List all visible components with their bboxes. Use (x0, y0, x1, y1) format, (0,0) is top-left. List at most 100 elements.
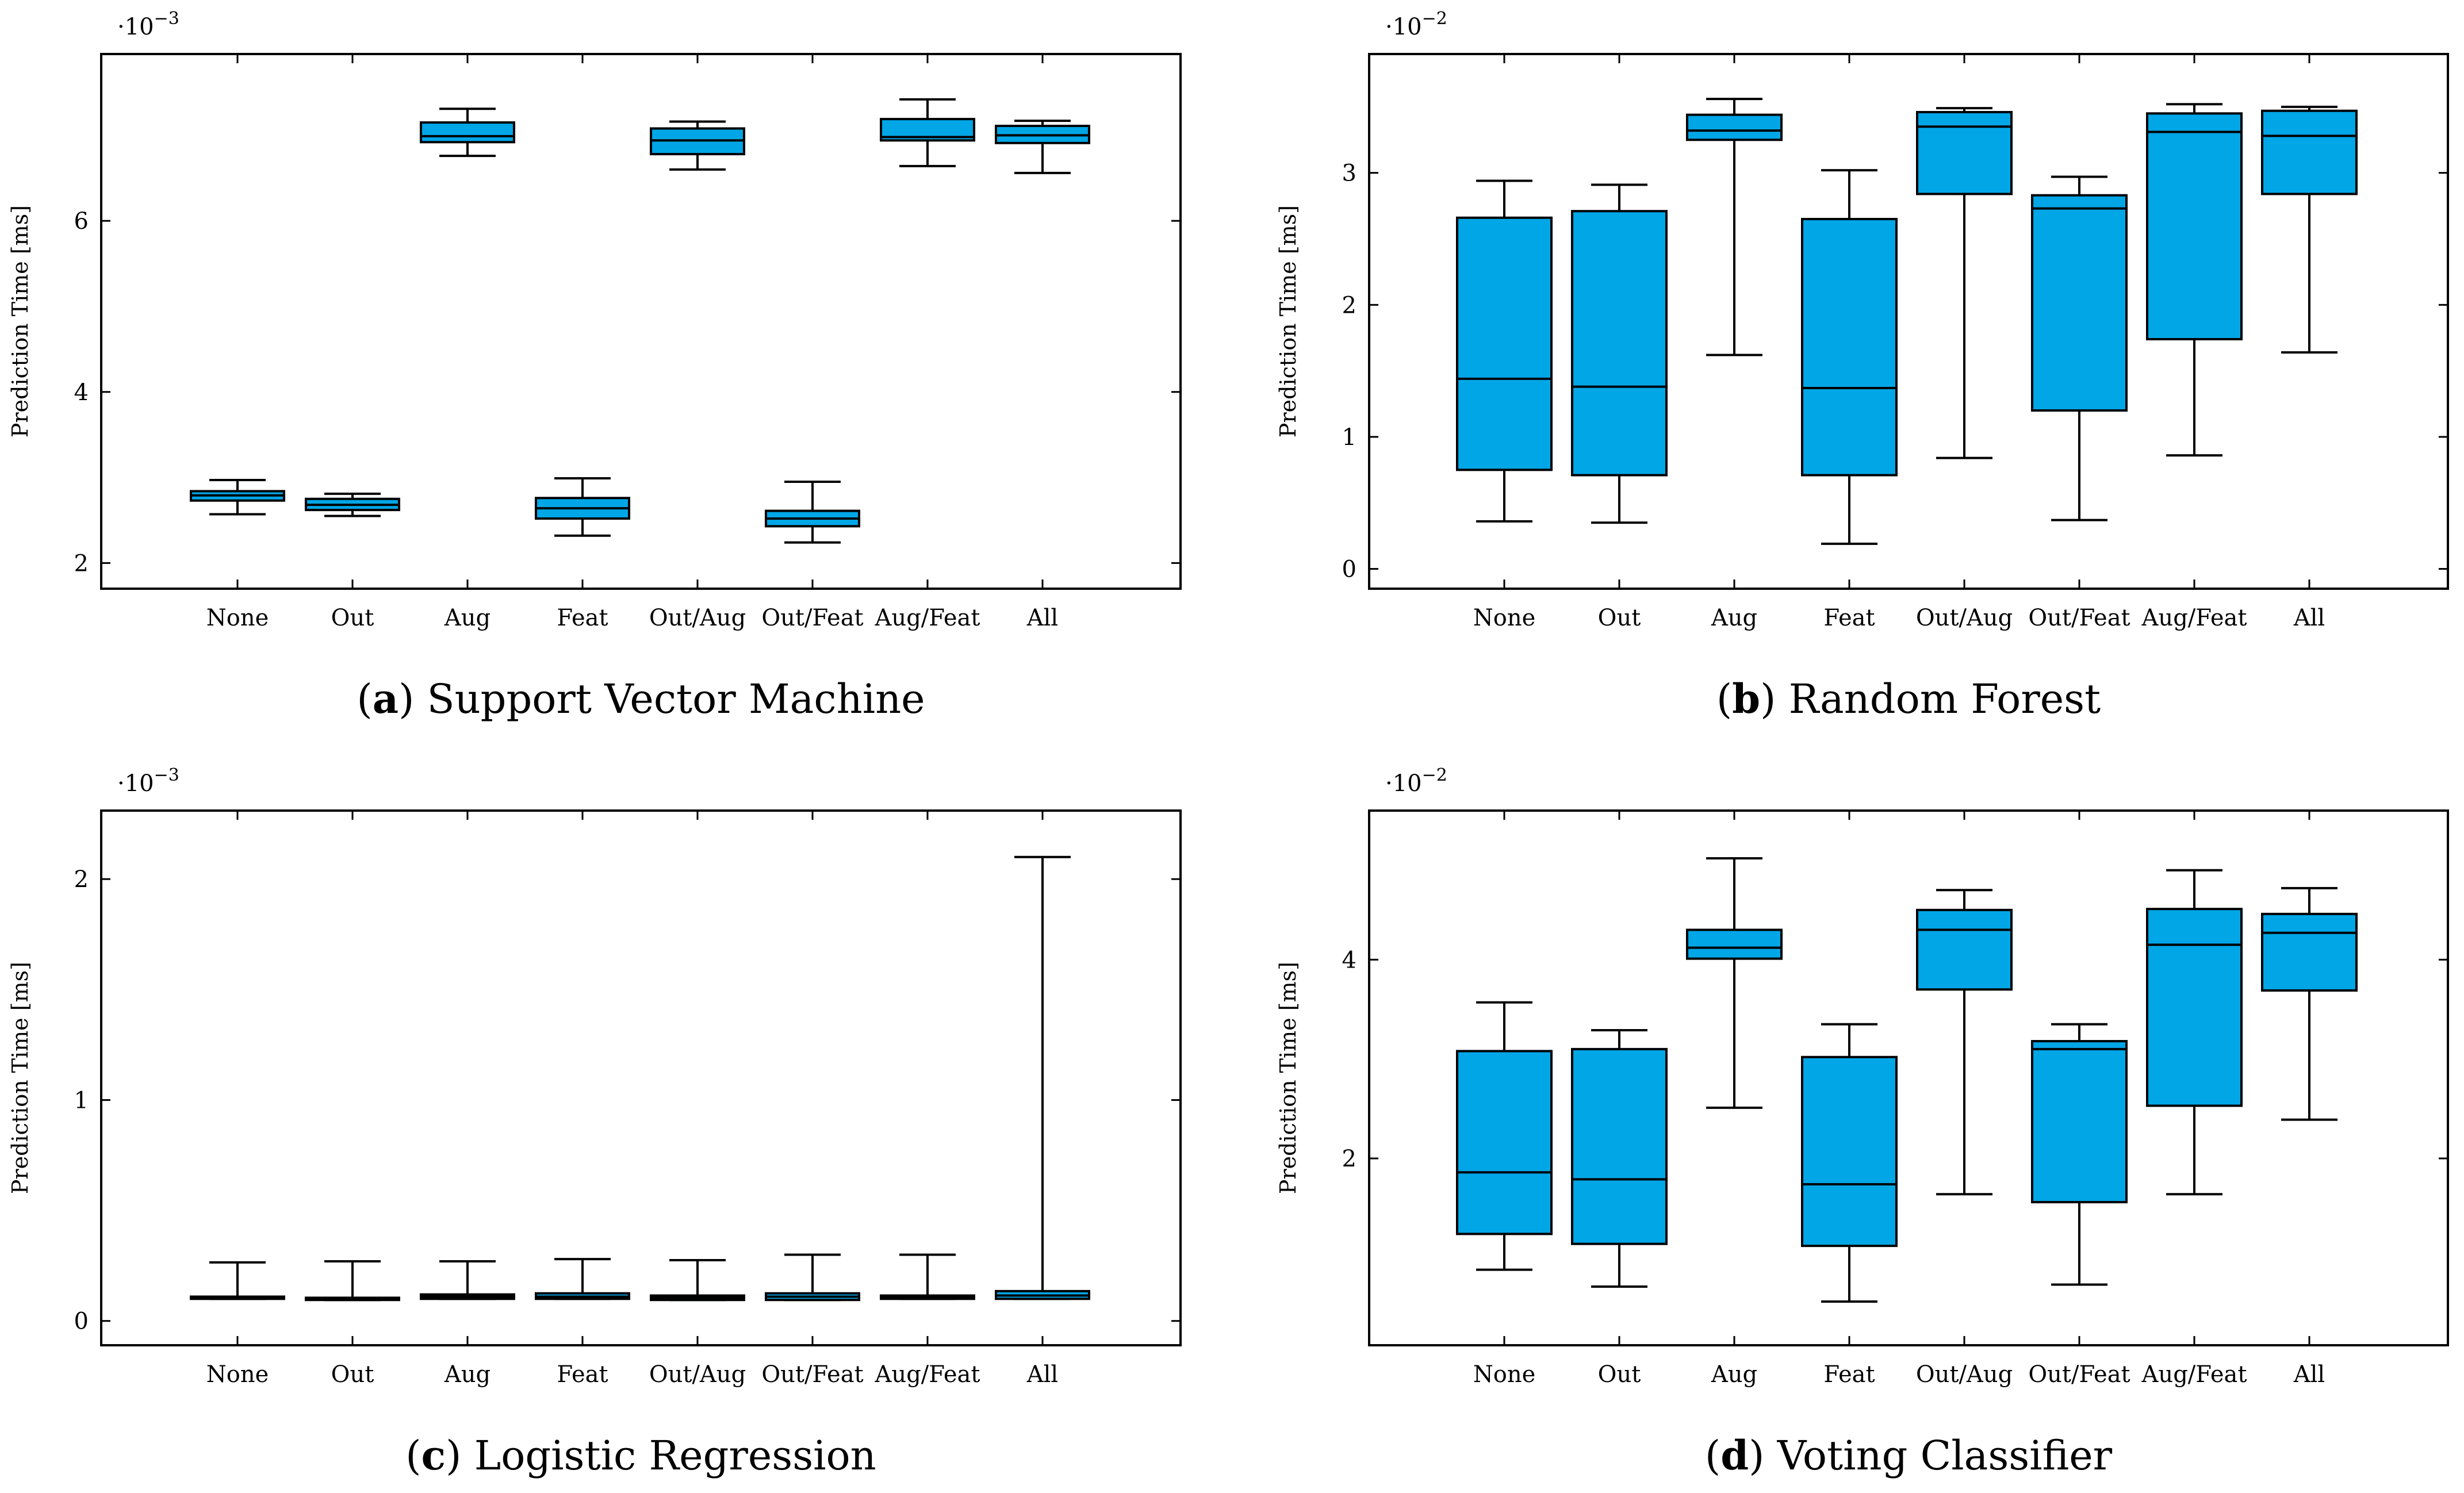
panel-d-x-ticks: None Out Aug Feat Out/Aug Out/Feat Aug/Feat All (1473, 811, 2325, 1388)
panel-a-box-aug-feat (880, 98, 975, 167)
panel-a-box-aug (420, 108, 515, 158)
panel-b-box-body-aug (1686, 113, 1783, 141)
panel-c-x-tick-label: Out/Feat (761, 1361, 863, 1388)
panel-d-box-all (2261, 886, 2358, 1121)
panel-c-x-tick-label: Out/Aug (649, 1361, 746, 1388)
panel-b-box-all (2261, 105, 2358, 354)
panel-b-box-body-out (1571, 210, 1668, 477)
panel-d-box-body-aug-feat (2146, 908, 2243, 1107)
panel-b-frame (1368, 53, 2449, 590)
panel-b-y-tick-label: 1 (1342, 424, 1356, 451)
panel-c-multiplier: ·10−3 (117, 765, 179, 797)
panel-c-x-tick-label: Aug/Feat (875, 1361, 980, 1388)
panel-a-box-all (995, 120, 1090, 174)
panel-d-box-body-aug (1686, 928, 1783, 960)
panel-d-box-none (1456, 1001, 1553, 1271)
panel-a: 2 4 6 None Out Aug Feat Out/Aug Out/Feat Aug/Fea… (7, 9, 1182, 723)
panel-c-box-out-aug (650, 1259, 745, 1302)
panel-b-marks (1456, 98, 2358, 545)
panel-a-y-tick-label: 2 (74, 550, 89, 577)
panel-d-x-tick-label: Aug (1711, 1361, 1757, 1388)
panel-a-box-none (190, 479, 285, 516)
panel-b-x-tick-label: Aug (1711, 605, 1757, 631)
panel-a-box-feat (535, 477, 630, 537)
panel-b-y-tick-label: 3 (1342, 160, 1356, 187)
panel-a-box-out (305, 492, 400, 517)
panel-b-box-body-out-feat (2031, 194, 2128, 412)
panel-a-x-ticks: None Out Aug Feat Out/Aug Out/Feat Aug/Feat All (206, 54, 1058, 631)
panel-d-y-axis-label: Prediction Time [ms] (1275, 962, 1301, 1194)
panel-c-x-tick-label: Aug (444, 1361, 490, 1388)
panel-b-y-tick-label: 0 (1342, 556, 1356, 583)
panel-b-x-tick-label: Feat (1823, 605, 1875, 631)
panel-a-y-tick-label: 6 (74, 208, 89, 235)
panel-b-box-body-feat (1801, 218, 1898, 477)
panel-b-box-out-aug (1916, 107, 2013, 459)
panel-d-box-body-out (1571, 1047, 1668, 1245)
panel-b-x-tick-label: Aug/Feat (2141, 605, 2247, 631)
panel-d-x-tick-label: None (1473, 1361, 1536, 1388)
panel-d-marks (1456, 857, 2358, 1303)
panel-d-box-aug-feat (2146, 869, 2243, 1196)
panel-a-multiplier: ·10−3 (117, 9, 179, 40)
panel-c-box-out (305, 1260, 400, 1302)
panel-b-x-tick-label: None (1473, 605, 1536, 631)
panel-c-box-aug (420, 1260, 515, 1300)
panel-d-box-body-all (2261, 912, 2358, 992)
panel-b-box-body-out-aug (1916, 111, 2013, 195)
panel-d-box-feat (1801, 1023, 1898, 1303)
panel-d-box-body-out-aug (1916, 908, 2013, 991)
panel-b-multiplier: ·10−2 (1385, 9, 1447, 40)
panel-d-box-body-none (1456, 1050, 1553, 1235)
panel-d-caption: (d) Voting Classifier (1705, 1431, 2113, 1479)
panel-c-y-ticks: 0 1 2 (74, 866, 1181, 1335)
panel-c-y-tick-label: 0 (74, 1308, 89, 1335)
panel-b-box-aug (1686, 98, 1783, 356)
panel-d-x-tick-label: Out/Aug (1916, 1361, 2013, 1388)
panel-b-box-body-all (2261, 109, 2358, 195)
panel-b-x-tick-label: Out/Feat (2028, 605, 2130, 631)
panel-c-frame (100, 809, 1182, 1346)
panel-b-box-feat (1801, 169, 1898, 545)
panel-b-x-tick-label: All (2293, 605, 2325, 631)
panel-d: 24 None Out Aug Feat Out/Aug Out/Feat Aug/Feat… (1275, 765, 2449, 1479)
panel-d-x-tick-label: Out (1598, 1361, 1641, 1388)
panel-d-box-aug (1686, 857, 1783, 1109)
panel-d-x-tick-label: Feat (1823, 1361, 1875, 1388)
panel-b-box-none (1456, 179, 1553, 523)
panel-b-x-tick-label: Out/Aug (1916, 605, 2013, 631)
panel-c-y-tick-label: 2 (74, 866, 89, 893)
panel-a-box-out-aug (650, 120, 745, 171)
panel-c-box-none (190, 1261, 285, 1300)
panel-a-x-tick-label: Out/Aug (649, 605, 746, 631)
panel-a-box-out-feat (765, 481, 860, 544)
panel-a-y-axis-label: Prediction Time [ms] (7, 205, 33, 437)
panel-d-y-tick-label: 4 (1342, 947, 1356, 973)
panel-b-y-tick-label: 2 (1342, 292, 1356, 318)
panel-c-x-tick-label: Out (331, 1361, 374, 1388)
panel-d-x-tick-label: All (2293, 1361, 2325, 1388)
panel-d-y-ticks: 24 (1342, 947, 2448, 1172)
panel-a-y-tick-label: 4 (74, 379, 89, 406)
panel-c-box-all (995, 855, 1090, 1300)
panel-b-box-out (1571, 183, 1668, 524)
panel-a-x-tick-label: Aug (444, 605, 490, 631)
panel-c-x-tick-label: All (1026, 1361, 1058, 1388)
panel-a-box-body-aug (420, 121, 515, 144)
panel-c-x-tick-label: Feat (557, 1361, 608, 1388)
panel-c-box-feat (535, 1258, 630, 1300)
panel-a-marks (190, 98, 1090, 544)
panel-c-box-aug-feat (880, 1253, 975, 1300)
panel-b-box-out-feat (2031, 175, 2128, 521)
panel-d-x-tick-label: Out/Feat (2028, 1361, 2130, 1388)
panel-c-marks (190, 855, 1090, 1302)
panel-b-caption: (b) Random Forest (1716, 675, 2101, 723)
panel-d-box-body-out-feat (2031, 1040, 2128, 1204)
panel-a-x-tick-label: None (206, 605, 269, 631)
panel-b-box-aug-feat (2146, 103, 2243, 457)
panel-d-frame (1368, 809, 2449, 1346)
panel-c-caption: (c) Logistic Regression (405, 1431, 876, 1479)
panel-a-x-tick-label: Aug/Feat (875, 605, 980, 631)
panel-a-caption: (a) Support Vector Machine (357, 675, 925, 723)
panel-a-frame (100, 53, 1182, 590)
